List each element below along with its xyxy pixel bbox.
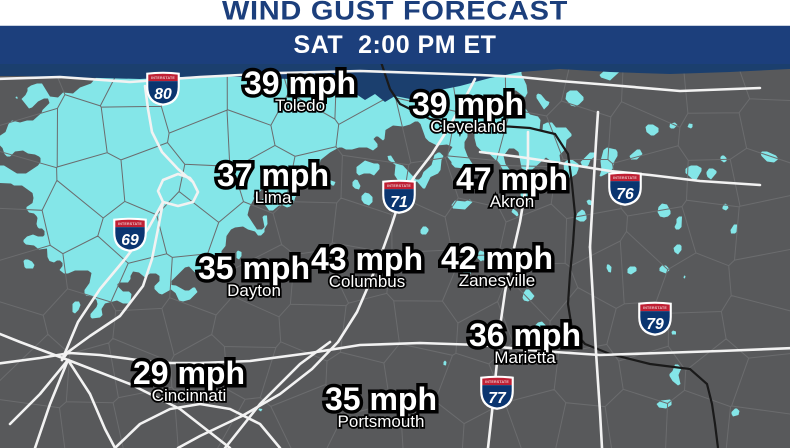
- svg-text:INTERSTATE: INTERSTATE: [387, 184, 411, 188]
- svg-text:INTERSTATE: INTERSTATE: [118, 222, 142, 226]
- svg-text:79: 79: [646, 316, 664, 333]
- svg-text:80: 80: [154, 86, 172, 103]
- svg-text:INTERSTATE: INTERSTATE: [151, 76, 175, 80]
- svg-text:69: 69: [121, 232, 139, 249]
- svg-text:77: 77: [488, 390, 507, 407]
- svg-text:INTERSTATE: INTERSTATE: [643, 306, 667, 310]
- svg-text:INTERSTATE: INTERSTATE: [485, 380, 509, 384]
- svg-text:INTERSTATE: INTERSTATE: [613, 176, 637, 180]
- svg-text:76: 76: [616, 186, 634, 203]
- svg-text:71: 71: [390, 194, 408, 211]
